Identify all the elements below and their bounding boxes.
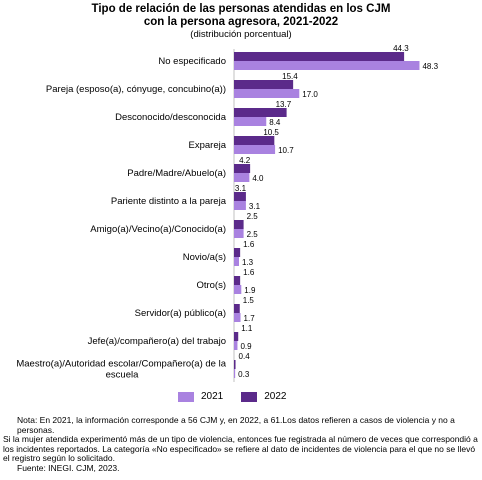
- bar-2021: [234, 229, 244, 238]
- category-label: No especificado: [158, 56, 226, 67]
- value-label-2021: 3.1: [249, 202, 261, 211]
- category-label: Expareja: [189, 140, 227, 151]
- bar-2022: [234, 164, 251, 173]
- bar-2021: [234, 89, 300, 98]
- value-label-2021: 1.7: [244, 314, 256, 323]
- legend-label-2022: 2022: [264, 391, 287, 402]
- chart-notes: Nota: En 2021, la información correspond…: [3, 415, 479, 474]
- legend-label-2021: 2021: [201, 391, 224, 402]
- category-label: escuela: [106, 370, 139, 381]
- bar-2021: [234, 285, 242, 294]
- value-label-2022: 3.1: [235, 184, 247, 193]
- bar-2022: [234, 192, 246, 201]
- note-1: Nota: En 2021, la información correspond…: [17, 415, 455, 435]
- category-label: Maestro(a)/Autoridad escolar/Compañero(a…: [16, 359, 226, 370]
- category-label: Pareja (esposo(a), cónyuge, concubino(a)…: [46, 84, 226, 95]
- value-label-2022: 2.5: [247, 212, 259, 221]
- bar-2022: [234, 332, 239, 341]
- value-label-2022: 1.5: [243, 296, 255, 305]
- value-label-2022: 4.2: [239, 156, 251, 165]
- bar-2022: [234, 248, 241, 257]
- value-label-2022: 1.1: [241, 324, 253, 333]
- bar-2022: [234, 304, 240, 313]
- category-label: Novio/a(s): [183, 252, 226, 263]
- legend-item-2021: 2021: [178, 391, 223, 402]
- value-label-2022: 1.6: [243, 240, 255, 249]
- value-label-2021: 8.4: [269, 118, 281, 127]
- bar-2021: [234, 313, 241, 322]
- category-label: Amigo(a)/Vecino(a)/Conocido(a): [90, 224, 226, 235]
- category-label: Otro(s): [196, 280, 226, 291]
- value-label-2022: 15.4: [282, 72, 298, 81]
- category-label: Padre/Madre/Abuelo(a): [127, 168, 226, 179]
- value-label-2021: 0.3: [238, 370, 250, 379]
- legend-item-2022: 2022: [241, 391, 287, 402]
- bar-2021: [234, 117, 267, 126]
- chart-legend: 2021 2022: [178, 391, 297, 402]
- value-label-2022: 44.3: [393, 44, 409, 53]
- value-label-2021: 48.3: [422, 62, 438, 71]
- value-label-2021: 2.5: [247, 230, 259, 239]
- bar-2022: [234, 80, 294, 89]
- category-label: Servidor(a) público(a): [135, 308, 226, 319]
- bar-2022: [234, 136, 275, 145]
- category-label: Jefe(a)/compañero(a) del trabajo: [88, 336, 226, 347]
- value-label-2022: 10.5: [263, 128, 279, 137]
- bar-2022: [234, 52, 405, 61]
- value-label-2021: 17.0: [302, 90, 318, 99]
- chart-title-line2: con la persona agresora, 2021-2022: [143, 16, 339, 28]
- value-label-2022: 1.6: [243, 268, 255, 277]
- value-label-2021: 1.9: [244, 286, 256, 295]
- category-label: Desconocido/desconocida: [115, 112, 227, 123]
- bar-2021: [234, 173, 250, 182]
- bar-2021: [234, 257, 239, 266]
- bar-2021: [234, 201, 246, 210]
- chart-title-line1: Tipo de relación de las personas atendid…: [91, 3, 391, 15]
- bar-2022: [234, 360, 236, 369]
- chart-subtitle: (distribución porcentual): [190, 29, 292, 40]
- bar-2021: [234, 145, 276, 154]
- bar-2021: [234, 369, 236, 378]
- value-label-2021: 0.9: [240, 342, 252, 351]
- bar-2022: [234, 108, 287, 117]
- bar-chart: 44.3 48.3 No especificado 15.4 17.0 Pareja (e…: [16, 44, 439, 382]
- category-label: Pariente distinto a la pareja: [111, 196, 227, 207]
- bar-2022: [234, 220, 244, 229]
- note-2: Si la mujer atendida experimentó más de …: [3, 434, 478, 464]
- value-label-2022: 0.4: [239, 352, 251, 361]
- bar-2022: [234, 276, 241, 285]
- value-label-2021: 1.3: [242, 258, 254, 267]
- legend-swatch-2022: [241, 391, 258, 402]
- bar-2021: [234, 341, 238, 350]
- legend-swatch-2021: [178, 391, 194, 402]
- bar-2021: [234, 61, 420, 70]
- value-label-2021: 10.7: [278, 146, 294, 155]
- value-label-2022: 13.7: [276, 100, 292, 109]
- source-note: Fuente: INEGI. CJM, 2023.: [17, 462, 120, 473]
- value-label-2021: 4.0: [252, 174, 264, 183]
